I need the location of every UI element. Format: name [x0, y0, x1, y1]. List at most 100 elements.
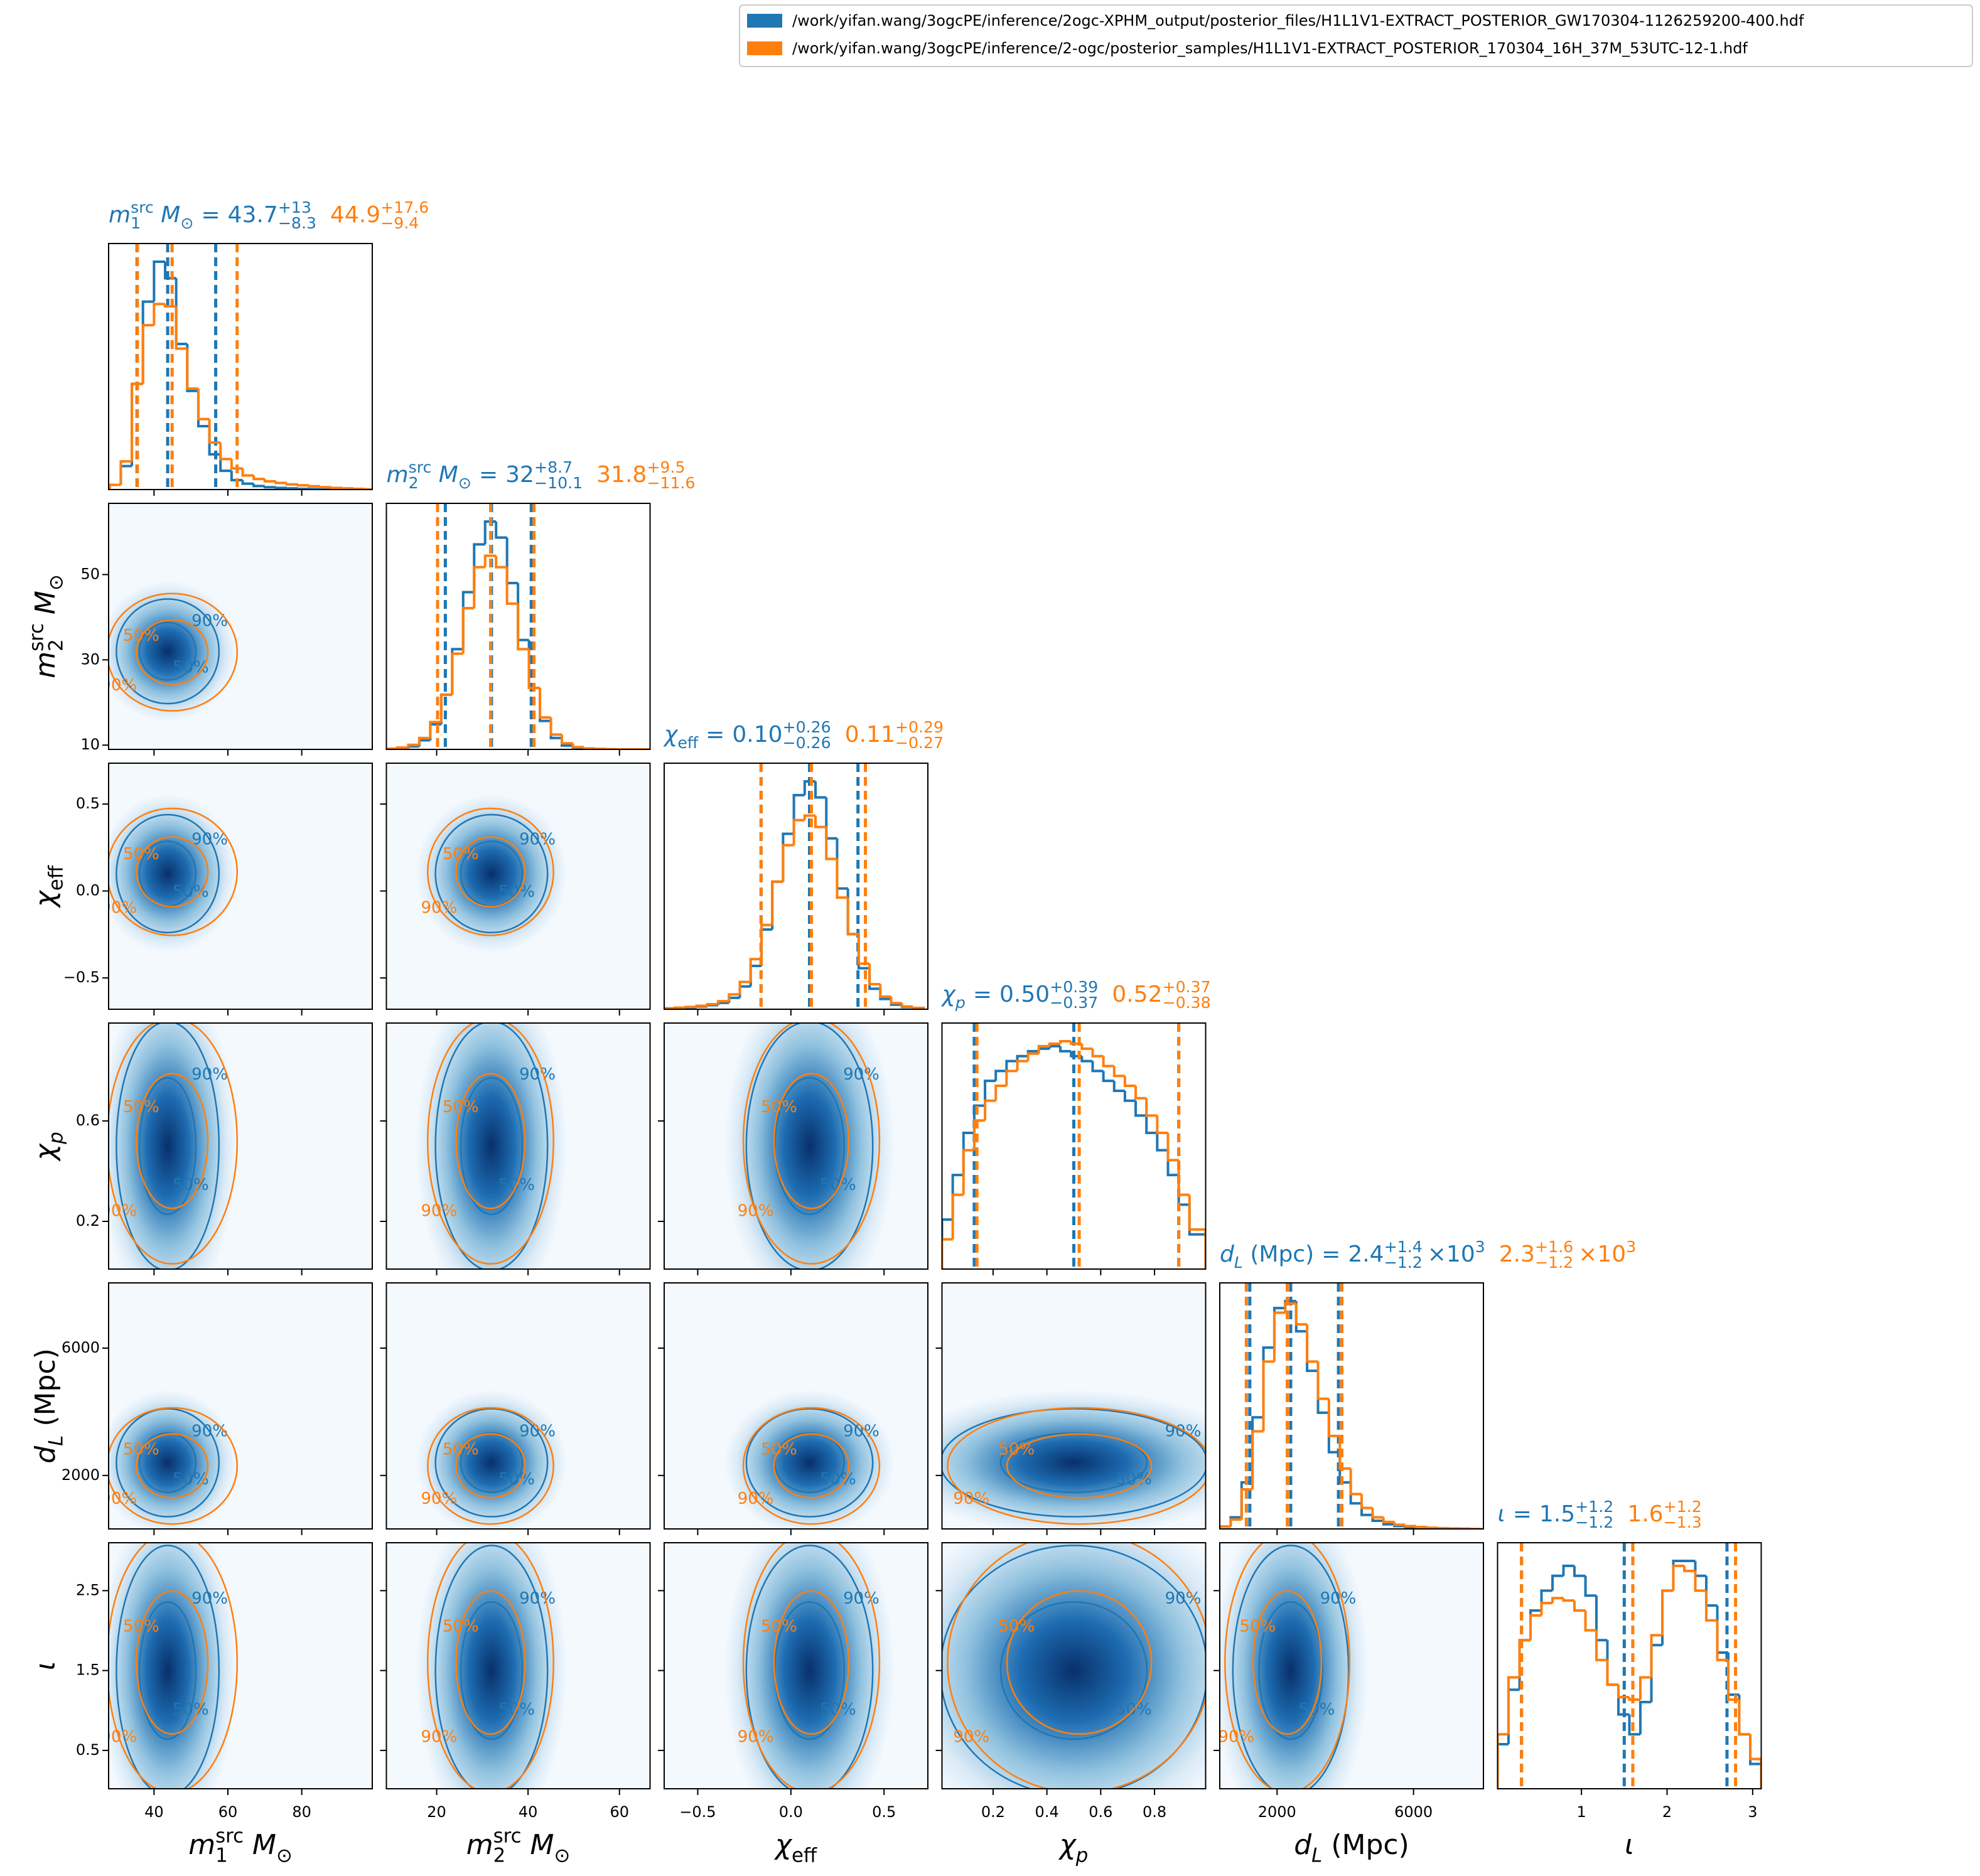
contour [109, 1543, 238, 1789]
histogram-step [717, 1000, 729, 1005]
histogram-step [1123, 1090, 1136, 1102]
contour-label: 90% [519, 1422, 556, 1441]
title-label: src [131, 198, 154, 217]
title-minus: −11.6 [647, 474, 695, 492]
histogram-step [153, 260, 165, 302]
plot-area: 50%90%50%90% [109, 1283, 372, 1529]
histogram-step [1371, 1508, 1384, 1519]
histogram-step [561, 734, 573, 745]
title-minus: −1.2 [1535, 1253, 1573, 1272]
histogram-step [119, 460, 132, 485]
histogram-step [109, 483, 121, 490]
title-factor: ×10 [1428, 1241, 1475, 1267]
histogram-step [1518, 1639, 1531, 1678]
panel-background [664, 763, 928, 1009]
contour-label: 50% [443, 1098, 479, 1117]
panel: 50%90%50%90% [935, 1282, 1207, 1535]
plot-area: 50%90%50%90% [109, 503, 372, 749]
histogram-step [319, 486, 331, 489]
contour-label: 90% [1320, 1589, 1357, 1608]
contour [745, 1023, 874, 1269]
contour-label: 50% [999, 1617, 1035, 1636]
x-axis-label: χ eff [774, 1829, 817, 1867]
plot-area: 50%90%50%90% [664, 1023, 928, 1269]
histogram-step [1134, 1100, 1147, 1117]
histogram-step [674, 1006, 686, 1009]
plot-area: 50%90%50%90% [942, 1283, 1206, 1529]
title-median: 2.3 [1499, 1241, 1535, 1267]
contour [742, 1543, 881, 1789]
y-tick-label: 0.5 [76, 795, 100, 812]
histogram-step [1080, 1056, 1093, 1063]
panel: χ eff = 0.10 +0.26−0.26 0.11 +0.29−0.27 [663, 718, 944, 1016]
density [109, 1390, 237, 1529]
histogram-step [1016, 1059, 1028, 1071]
histogram-step [879, 984, 891, 999]
panel-frame [108, 1542, 373, 1789]
histogram-step [728, 993, 740, 1002]
density [109, 1023, 237, 1269]
contour-label: 90% [843, 1065, 880, 1084]
contour-label: 50% [498, 882, 535, 901]
histogram-step [1551, 1597, 1564, 1604]
histogram-step [706, 1003, 719, 1006]
contour [1232, 1545, 1350, 1789]
density [416, 1543, 568, 1789]
histogram-step [1749, 1734, 1762, 1789]
title-median: 0.11 [845, 722, 895, 748]
contour-label: 90% [191, 1589, 228, 1608]
y-tick-label: 50 [80, 565, 100, 582]
histogram-step [1661, 1589, 1674, 1636]
x-axis-label-text: src [493, 1825, 522, 1848]
plot-area [1497, 1543, 1762, 1789]
panel: 50%90%50%90% [380, 1282, 651, 1535]
histogram-step [1156, 1133, 1168, 1152]
contour-label: 50% [123, 1617, 159, 1636]
histogram-step [984, 1080, 996, 1106]
histogram-step [1360, 1494, 1373, 1509]
title-equals: = [706, 722, 724, 748]
x-tick-label: 60 [218, 1803, 238, 1821]
title-median: 1.6 [1627, 1501, 1663, 1527]
contour [455, 1590, 526, 1735]
contour-label: 90% [738, 1489, 774, 1508]
y-axis-label-text: src [26, 623, 48, 651]
x-axis-label-text: p [1075, 1844, 1089, 1867]
title-label: ι [1498, 1501, 1505, 1527]
contour-label: 90% [191, 830, 228, 849]
x-axis-label-text: src [215, 1825, 244, 1848]
title-label: ⊙ [458, 474, 471, 492]
contour [745, 1408, 874, 1518]
contour-label: 50% [123, 626, 159, 645]
title-minus: −1.2 [1575, 1513, 1613, 1531]
title-minus: −0.27 [895, 734, 944, 752]
histogram-step [1048, 1042, 1061, 1046]
title-equals: = [1321, 1241, 1340, 1267]
title-median: 0.50 [999, 982, 1050, 1007]
legend-label: /work/yifan.wang/3ogcPE/inference/2-ogc/… [792, 40, 1748, 57]
y-tick-label: 30 [80, 650, 100, 668]
x-tick-label: 3 [1748, 1803, 1757, 1821]
title-plus: +8.7 [534, 458, 573, 476]
contour [116, 598, 220, 705]
x-axis-label-text: M [522, 1829, 554, 1861]
plot-area [1220, 1283, 1483, 1529]
histogram-step [241, 468, 254, 477]
contour [773, 1590, 850, 1735]
histogram-step [1338, 1435, 1351, 1470]
contour [434, 1408, 549, 1518]
histogram-step [1251, 1430, 1264, 1490]
histogram-step [274, 486, 288, 490]
y-axis-label-text: L [45, 1435, 67, 1446]
histogram-step [814, 815, 827, 828]
density [724, 1023, 895, 1269]
contour-label: 50% [123, 845, 159, 864]
plot-area: 50%90%50%90% [664, 1283, 928, 1529]
title-label: eff [677, 734, 698, 752]
histogram-step [395, 746, 409, 749]
histogram-step [1005, 1059, 1018, 1071]
contour [1006, 1590, 1153, 1735]
contour [999, 1432, 1148, 1493]
